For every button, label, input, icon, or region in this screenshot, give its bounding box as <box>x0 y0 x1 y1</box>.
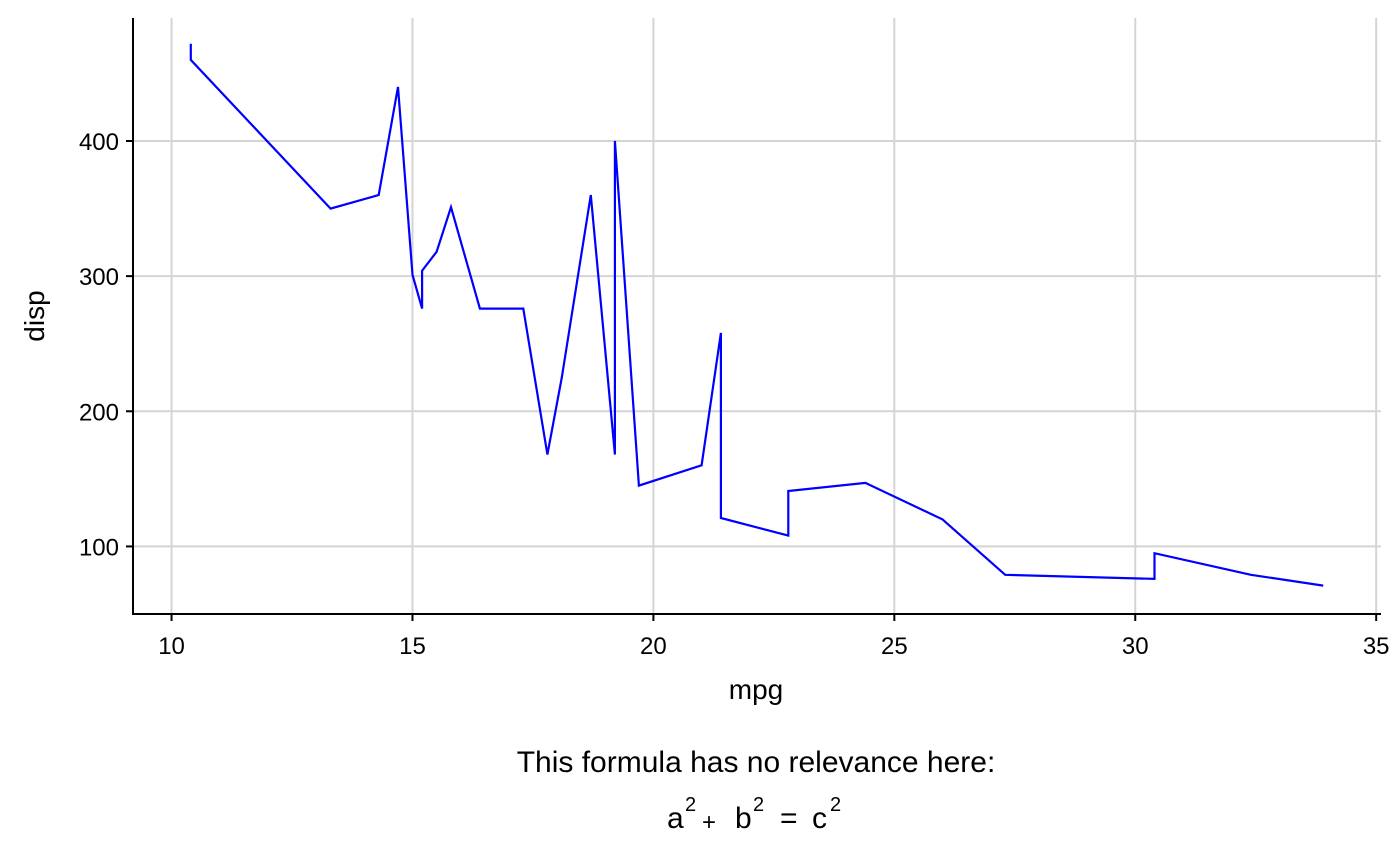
formula-plus: + <box>702 809 716 836</box>
y-tick-label: 200 <box>79 399 119 426</box>
formula-c-exponent: 2 <box>830 794 841 816</box>
formula-c: c <box>812 802 827 835</box>
axis-ticks <box>126 139 1378 621</box>
formula-a: a <box>667 802 684 835</box>
caption-formula: a 2 + b 2 = c 2 <box>667 794 841 836</box>
formula-equals: = <box>780 802 798 835</box>
formula-b-exponent: 2 <box>753 794 764 816</box>
caption-line: This formula has no relevance here: <box>517 746 996 779</box>
y-axis-title: disp <box>19 290 50 341</box>
x-tick-label: 35 <box>1363 633 1390 660</box>
grid-lines <box>133 18 1381 614</box>
formula-b: b <box>735 802 752 835</box>
data-series <box>189 43 1324 587</box>
x-tick-label: 15 <box>399 633 426 660</box>
x-tick-label: 20 <box>640 633 667 660</box>
formula-a-exponent: 2 <box>685 794 696 816</box>
x-tick-label: 25 <box>881 633 908 660</box>
series-line <box>189 43 1324 587</box>
axes <box>132 18 1381 615</box>
y-tick-label: 400 <box>79 129 119 156</box>
x-tick-label: 10 <box>158 633 185 660</box>
x-axis-title: mpg <box>729 674 783 705</box>
y-tick-label: 300 <box>79 264 119 291</box>
tick-labels: 10 15 20 25 30 35 100 200 300 400 <box>79 129 1390 660</box>
y-tick-label: 100 <box>79 534 119 561</box>
x-tick-label: 30 <box>1122 633 1149 660</box>
